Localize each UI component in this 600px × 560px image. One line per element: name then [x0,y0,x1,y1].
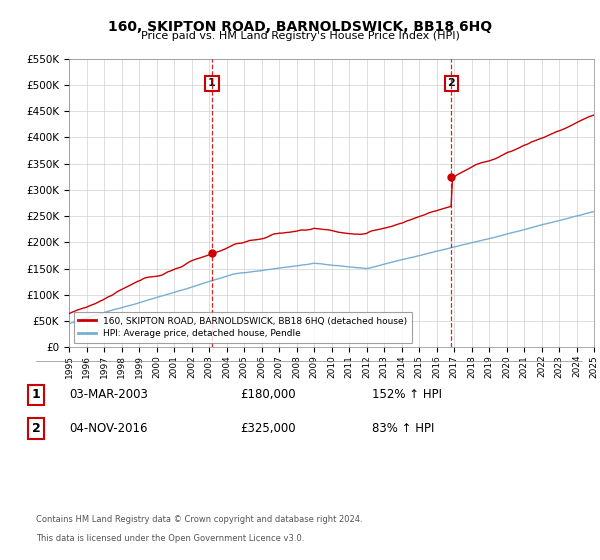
Text: 03-MAR-2003: 03-MAR-2003 [69,388,148,402]
Text: 1: 1 [208,78,216,88]
Point [446,172,456,181]
Text: £325,000: £325,000 [240,422,296,435]
Text: 2: 2 [32,422,40,435]
Legend: 160, SKIPTON ROAD, BARNOLDSWICK, BB18 6HQ (detached house), HPI: Average price, : 160, SKIPTON ROAD, BARNOLDSWICK, BB18 6H… [74,312,412,343]
Text: £180,000: £180,000 [240,388,296,402]
Text: 1: 1 [32,388,40,402]
Text: 83% ↑ HPI: 83% ↑ HPI [372,422,434,435]
Text: Price paid vs. HM Land Registry's House Price Index (HPI): Price paid vs. HM Land Registry's House … [140,31,460,41]
Text: 2: 2 [448,78,455,88]
Text: 152% ↑ HPI: 152% ↑ HPI [372,388,442,402]
Text: This data is licensed under the Open Government Licence v3.0.: This data is licensed under the Open Gov… [36,534,304,543]
Point [207,248,217,257]
Text: 160, SKIPTON ROAD, BARNOLDSWICK, BB18 6HQ: 160, SKIPTON ROAD, BARNOLDSWICK, BB18 6H… [108,20,492,34]
Text: 04-NOV-2016: 04-NOV-2016 [69,422,148,435]
Text: Contains HM Land Registry data © Crown copyright and database right 2024.: Contains HM Land Registry data © Crown c… [36,515,362,524]
